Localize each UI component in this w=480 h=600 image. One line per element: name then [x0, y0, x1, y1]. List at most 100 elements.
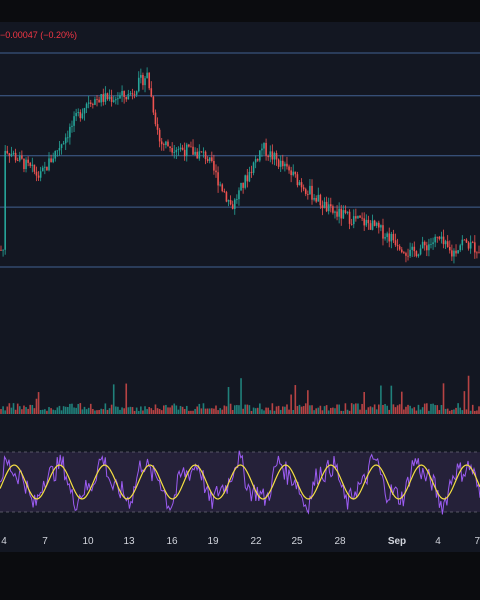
- candle-body: [100, 94, 102, 103]
- volume-bar: [29, 404, 32, 414]
- volume-bar: [64, 406, 67, 414]
- volume-bar: [213, 408, 215, 414]
- volume-bar: [446, 408, 449, 414]
- volume-bar: [188, 410, 190, 414]
- candle-body: [79, 112, 82, 119]
- volume-bar: [453, 409, 455, 414]
- candle-body: [244, 175, 247, 188]
- candle-body: [336, 211, 338, 217]
- candle-body: [344, 210, 347, 213]
- candle-body: [92, 103, 94, 105]
- volume-bar: [244, 404, 247, 414]
- chart-canvas[interactable]: 4 7 10 13 16 19 22 25 28 Sep 4 7: [0, 22, 480, 552]
- volume-bar: [198, 403, 201, 414]
- x-axis-label: 19: [207, 536, 219, 547]
- volume-bar: [294, 385, 297, 414]
- candle-body: [135, 91, 138, 95]
- candle-body: [219, 184, 221, 186]
- volume-bar: [386, 405, 388, 414]
- candle-body: [407, 255, 409, 257]
- candle-body: [288, 166, 290, 171]
- volume-bar: [112, 384, 115, 414]
- candle-body: [4, 150, 6, 250]
- candle-body: [440, 236, 443, 239]
- volume-bar: [160, 410, 163, 414]
- candle-body: [204, 151, 207, 160]
- candle-body: [12, 152, 15, 155]
- volume-bar: [16, 403, 19, 414]
- candle-body: [225, 192, 228, 202]
- candle-body: [144, 78, 146, 86]
- candle-body: [417, 254, 420, 257]
- volume-bar: [390, 385, 393, 414]
- candle-body: [238, 190, 240, 200]
- volume-bar: [332, 407, 334, 414]
- candle-body: [367, 219, 370, 224]
- volume-bar: [127, 407, 130, 414]
- volume-bar: [27, 408, 29, 414]
- volume-bar: [444, 408, 447, 414]
- chart-area[interactable]: 4 7 10 13 16 19 22 25 28 Sep 4 7: [0, 22, 480, 552]
- candle-body: [233, 199, 236, 209]
- volume-bar: [413, 407, 416, 414]
- candle-body: [29, 162, 32, 166]
- volume-bar: [54, 410, 57, 414]
- volume-bar: [0, 409, 2, 414]
- candle-body: [332, 206, 334, 213]
- volume-bar: [204, 408, 207, 414]
- x-axis-label: 10: [82, 536, 94, 547]
- volume-bar: [6, 406, 9, 414]
- candle-body: [451, 250, 453, 257]
- volume-bar: [380, 385, 382, 414]
- volume-bar: [217, 410, 219, 414]
- volume-bar: [307, 390, 309, 414]
- candle-body: [152, 96, 155, 113]
- volume-bar: [144, 406, 146, 414]
- volume-bar: [236, 404, 238, 414]
- volume-bar: [463, 391, 466, 414]
- volume-bar: [279, 409, 282, 414]
- volume-bar: [117, 406, 119, 414]
- bottom-toolbar: [0, 552, 480, 600]
- candle-body: [325, 201, 328, 212]
- candle-body: [158, 129, 161, 142]
- volume-bar: [327, 410, 330, 414]
- volume-bar: [448, 410, 451, 414]
- candle-body: [37, 175, 40, 178]
- volume-bar: [304, 403, 307, 414]
- candle-body: [448, 247, 451, 251]
- volume-bar: [474, 410, 476, 414]
- volume-bar: [77, 403, 80, 414]
- oscillator-band: [0, 452, 480, 512]
- volume-bar: [4, 410, 6, 414]
- candle-body: [213, 160, 215, 171]
- candle-body: [384, 237, 386, 239]
- top-toolbar: [0, 0, 480, 22]
- volume-bar: [350, 403, 353, 414]
- candle-body: [8, 153, 11, 156]
- candle-body: [46, 166, 48, 171]
- candle-body: [96, 99, 98, 101]
- candle-body: [227, 200, 230, 202]
- candle-body: [62, 143, 65, 145]
- candle-body: [455, 250, 457, 254]
- candle-body: [365, 219, 368, 226]
- candle-body: [348, 211, 351, 224]
- candle-body: [342, 210, 345, 219]
- volume-bar: [100, 408, 102, 414]
- candle-body: [39, 171, 42, 178]
- volume-bar: [39, 409, 42, 414]
- volume-bar: [50, 408, 52, 414]
- candle-body: [261, 148, 263, 151]
- candle-body: [115, 99, 117, 101]
- candle-body: [446, 241, 449, 248]
- candle-body: [0, 249, 2, 251]
- candle-body: [129, 93, 132, 95]
- candle-body: [405, 253, 407, 256]
- volume-bar: [371, 407, 374, 414]
- volume-bar: [471, 404, 474, 414]
- candle-body: [94, 99, 96, 105]
- candle-body: [390, 233, 393, 242]
- volume-bar: [142, 410, 144, 414]
- volume-bar: [421, 407, 424, 414]
